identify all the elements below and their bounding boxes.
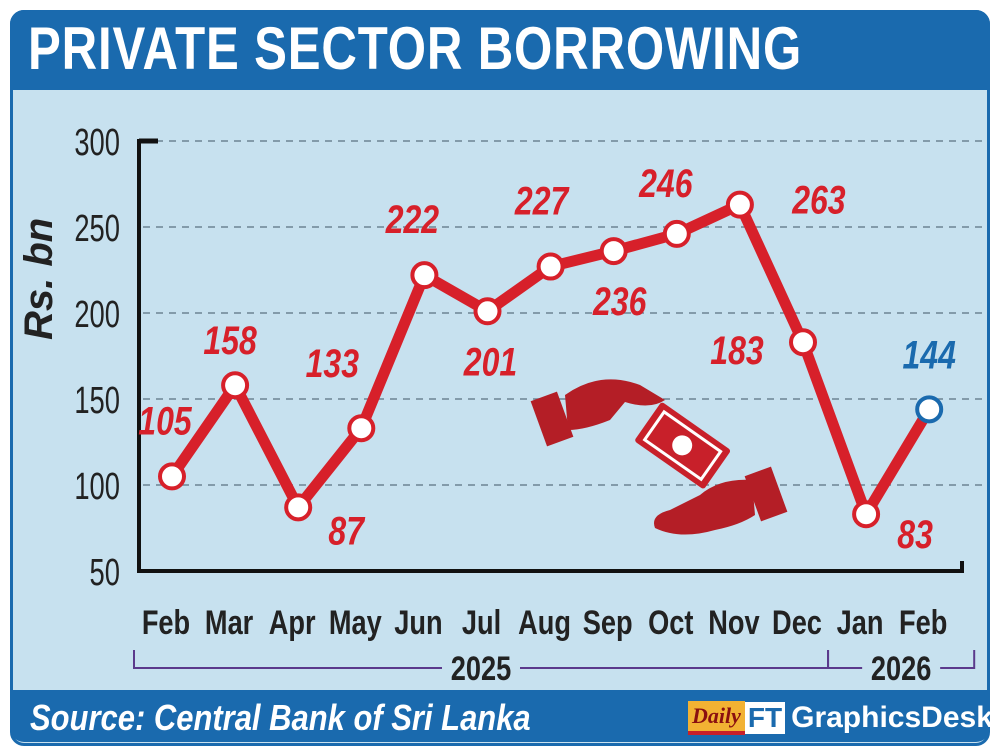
x-tick-label: Jan bbox=[837, 603, 884, 642]
data-point bbox=[599, 237, 628, 266]
x-tick-label: Nov bbox=[708, 603, 759, 642]
logo-graphicsdesk: GraphicsDesk bbox=[791, 701, 993, 734]
series-line bbox=[167, 199, 934, 520]
x-tick-label: Jul bbox=[462, 603, 501, 642]
data-point bbox=[725, 190, 754, 219]
data-label: 222 bbox=[385, 197, 439, 242]
data-point bbox=[347, 414, 376, 443]
source-note: Source: Central Bank of Sri Lanka bbox=[30, 697, 531, 738]
data-point bbox=[410, 261, 439, 290]
x-tick-label: Feb bbox=[899, 603, 947, 642]
y-tick-label: 250 bbox=[74, 208, 120, 250]
y-tick-label: 300 bbox=[74, 122, 120, 164]
logo-daily: Daily bbox=[688, 701, 745, 735]
y-axis-label: Rs. bn bbox=[17, 218, 61, 340]
x-tick-label: May bbox=[329, 603, 382, 642]
data-point bbox=[789, 328, 817, 357]
x-tick-label: Apr bbox=[269, 603, 316, 642]
y-tick-label: 50 bbox=[90, 552, 120, 594]
y-tick-label: 100 bbox=[74, 466, 120, 508]
year-label: 2026 bbox=[871, 649, 931, 688]
data-label: 227 bbox=[514, 178, 570, 223]
data-point bbox=[852, 500, 881, 529]
x-tick-label: Dec bbox=[772, 603, 822, 642]
x-tick-label: Sep bbox=[583, 603, 633, 642]
title-bar bbox=[10, 10, 990, 90]
data-label: 87 bbox=[328, 508, 365, 553]
x-tick-label: Aug bbox=[518, 603, 571, 642]
x-tick-label: Feb bbox=[142, 603, 190, 642]
money-hands-icon bbox=[530, 379, 788, 535]
logo-ft: FT bbox=[744, 702, 786, 734]
data-label: 133 bbox=[306, 341, 359, 386]
data-point bbox=[915, 395, 944, 424]
data-label: 236 bbox=[592, 279, 647, 324]
year-label-bg bbox=[862, 664, 941, 672]
chart-panel bbox=[10, 10, 990, 746]
year-label-bg bbox=[442, 664, 520, 672]
data-label: 263 bbox=[791, 177, 845, 222]
chart-title: PRIVATE SECTOR BORROWING bbox=[28, 15, 803, 82]
data-point bbox=[662, 219, 691, 248]
data-label: 246 bbox=[638, 160, 693, 205]
data-point bbox=[536, 252, 565, 281]
x-tick-label: Mar bbox=[205, 603, 253, 642]
y-tick-label: 200 bbox=[74, 294, 120, 336]
graphicsdesk-logo: Daily FT GraphicsDesk bbox=[688, 700, 993, 736]
data-point bbox=[158, 462, 186, 491]
data-label: 144 bbox=[903, 332, 956, 377]
data-label: 183 bbox=[710, 328, 763, 373]
y-tick-label: 150 bbox=[74, 380, 120, 422]
year-label: 2025 bbox=[451, 649, 511, 688]
footer-bar bbox=[10, 690, 990, 742]
data-label: 201 bbox=[463, 339, 517, 384]
x-tick-label: Jun bbox=[394, 603, 442, 642]
data-point bbox=[473, 297, 502, 326]
x-tick-label: Oct bbox=[648, 603, 693, 642]
data-label: 158 bbox=[203, 318, 257, 363]
data-label: 105 bbox=[138, 398, 192, 443]
data-point bbox=[221, 371, 250, 400]
data-point bbox=[284, 493, 313, 522]
data-label: 83 bbox=[897, 512, 933, 557]
